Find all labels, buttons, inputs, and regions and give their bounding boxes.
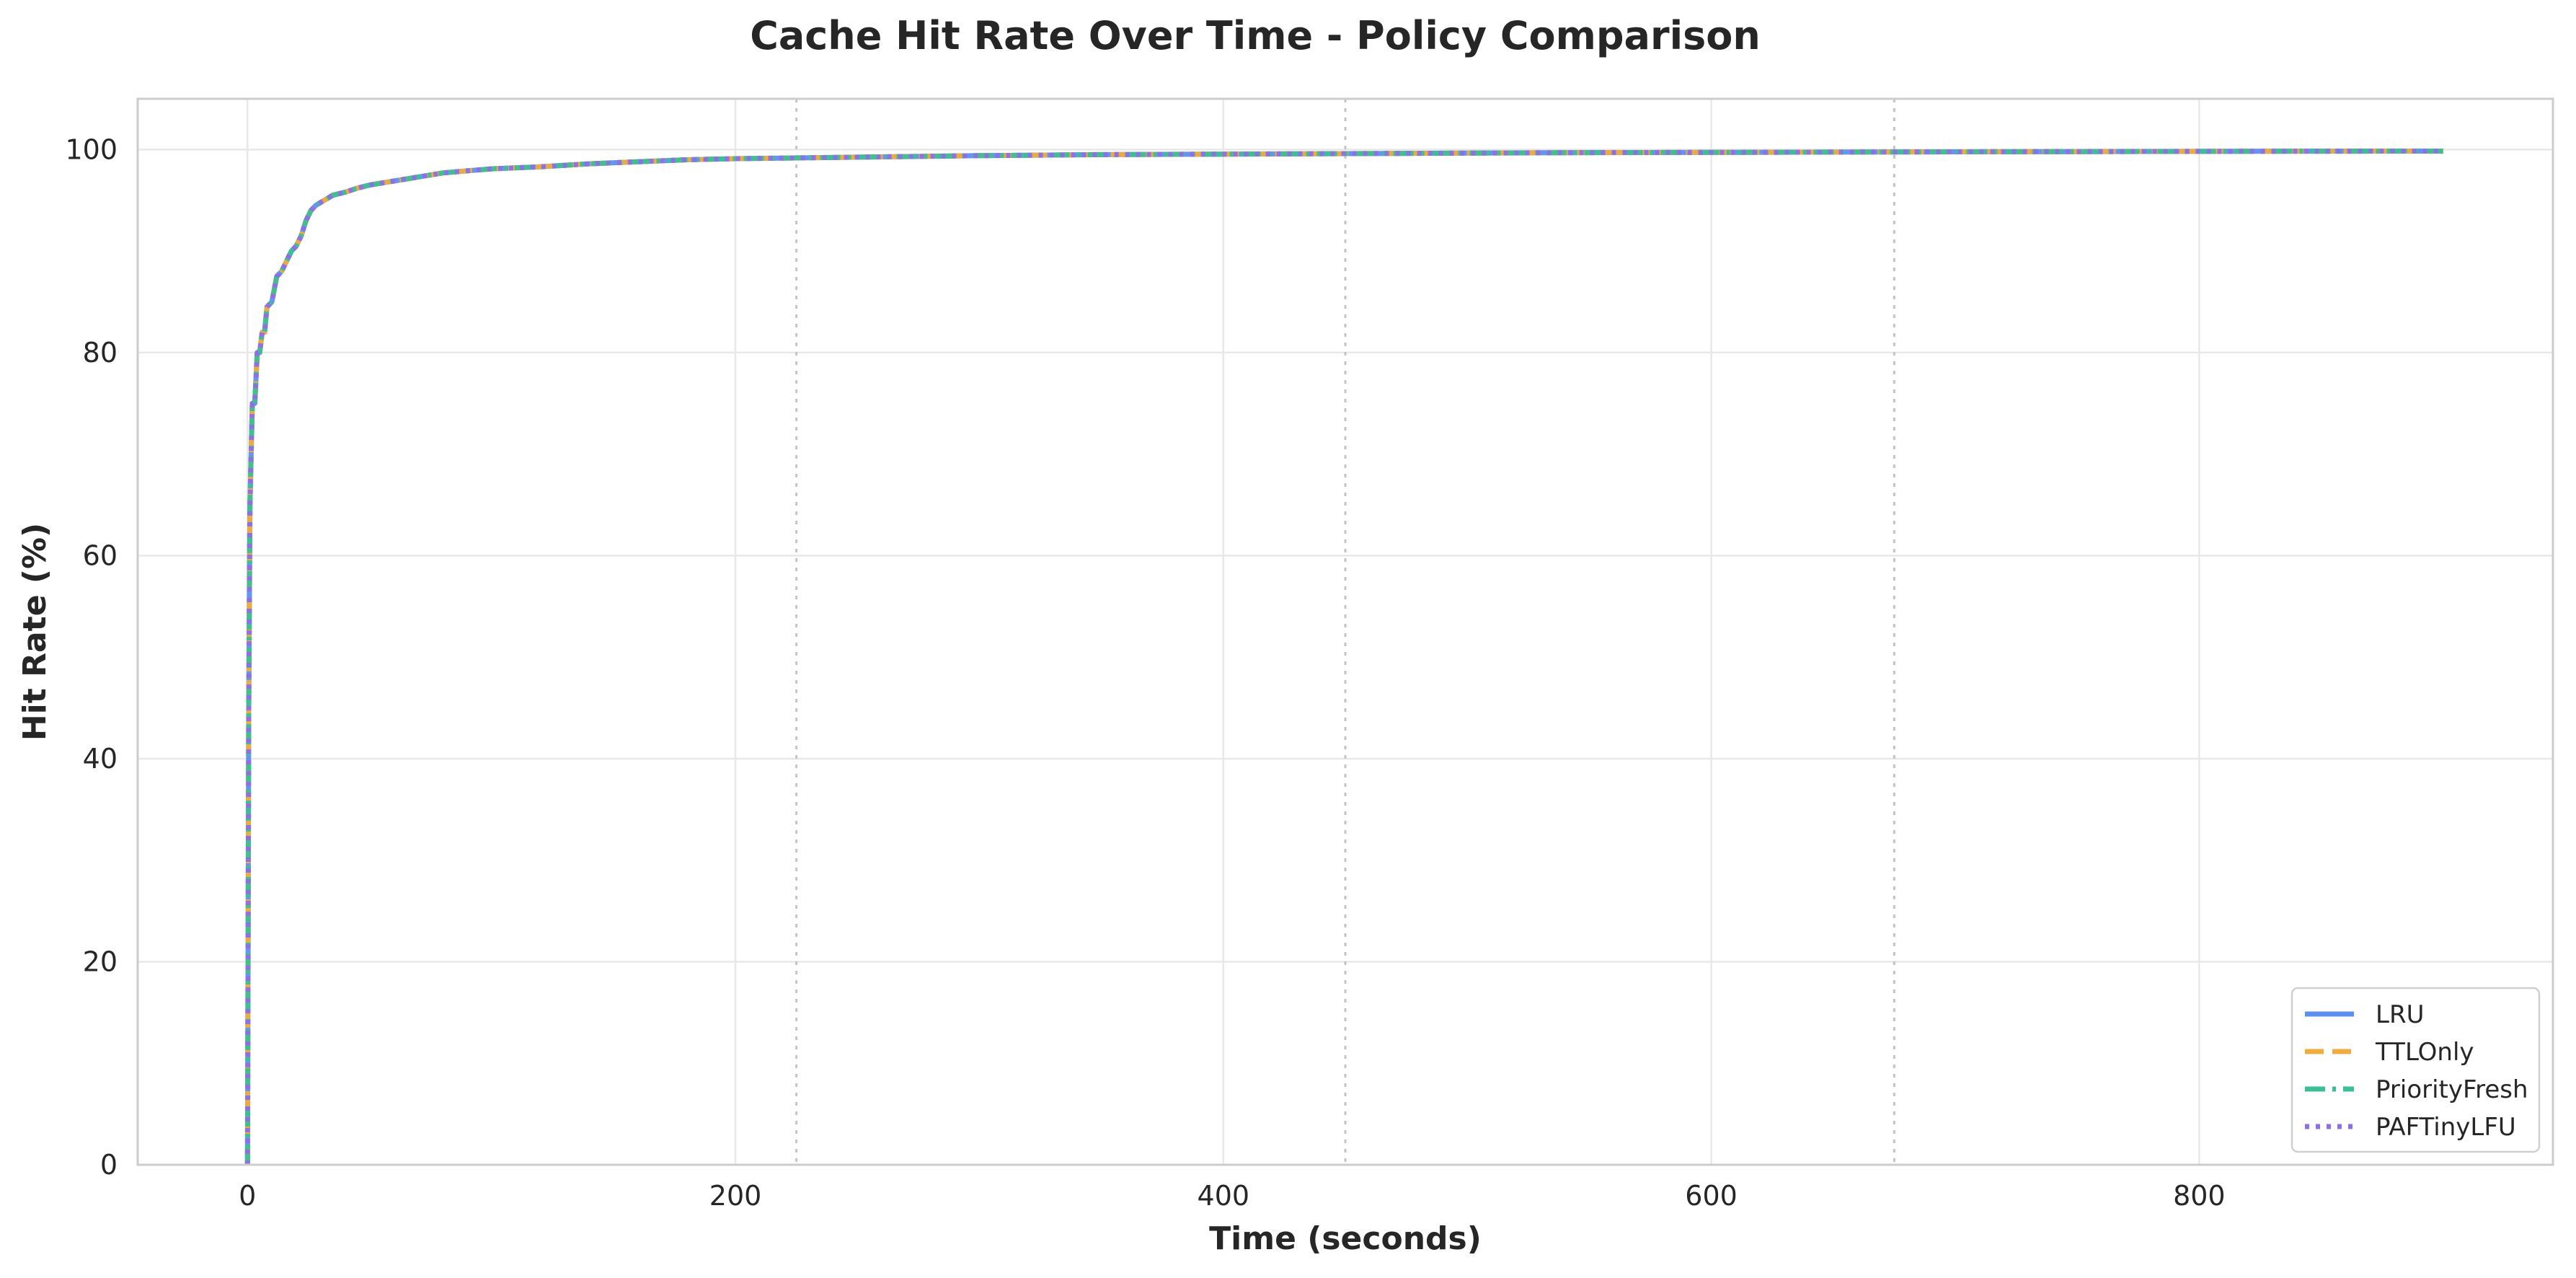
x-axis-label: Time (seconds) bbox=[1209, 1220, 1482, 1257]
x-tick-label: 200 bbox=[709, 1180, 762, 1212]
legend-label-lru: LRU bbox=[2376, 1000, 2424, 1029]
y-tick-label: 80 bbox=[83, 337, 118, 369]
y-tick-label: 20 bbox=[83, 946, 118, 977]
plot-frame bbox=[136, 97, 2554, 1166]
tick-labels: 0 200 400 600 800 0 20 40 60 80 100 bbox=[65, 133, 2225, 1212]
y-tick-label: 100 bbox=[65, 133, 118, 165]
series-line-ttlonly bbox=[244, 149, 2443, 1165]
y-tick-label: 60 bbox=[83, 539, 118, 571]
y-tick-label: 0 bbox=[100, 1149, 118, 1181]
chart-title: Cache Hit Rate Over Time - Policy Compar… bbox=[750, 13, 1761, 58]
legend-label-ttlonly: TTLOnly bbox=[2375, 1038, 2474, 1067]
y-axis-label: Hit Rate (%) bbox=[17, 523, 53, 741]
x-tick-label: 800 bbox=[2173, 1180, 2226, 1212]
x-tick-label: 400 bbox=[1198, 1180, 1250, 1212]
legend-label-paftinylfu: PAFTinyLFU bbox=[2376, 1113, 2516, 1142]
series-lines bbox=[244, 149, 2443, 1165]
x-tick-label: 0 bbox=[239, 1180, 256, 1212]
y-tick-label: 40 bbox=[83, 743, 118, 775]
series-line-priorityfresh bbox=[244, 149, 2443, 1165]
legend-box bbox=[2290, 987, 2541, 1153]
legend-label-priorityfresh: PriorityFresh bbox=[2376, 1075, 2528, 1104]
legend: LRU TTLOnly PriorityFresh PAFTinyLFU bbox=[2290, 987, 2541, 1153]
x-tick-label: 600 bbox=[1685, 1180, 1738, 1212]
